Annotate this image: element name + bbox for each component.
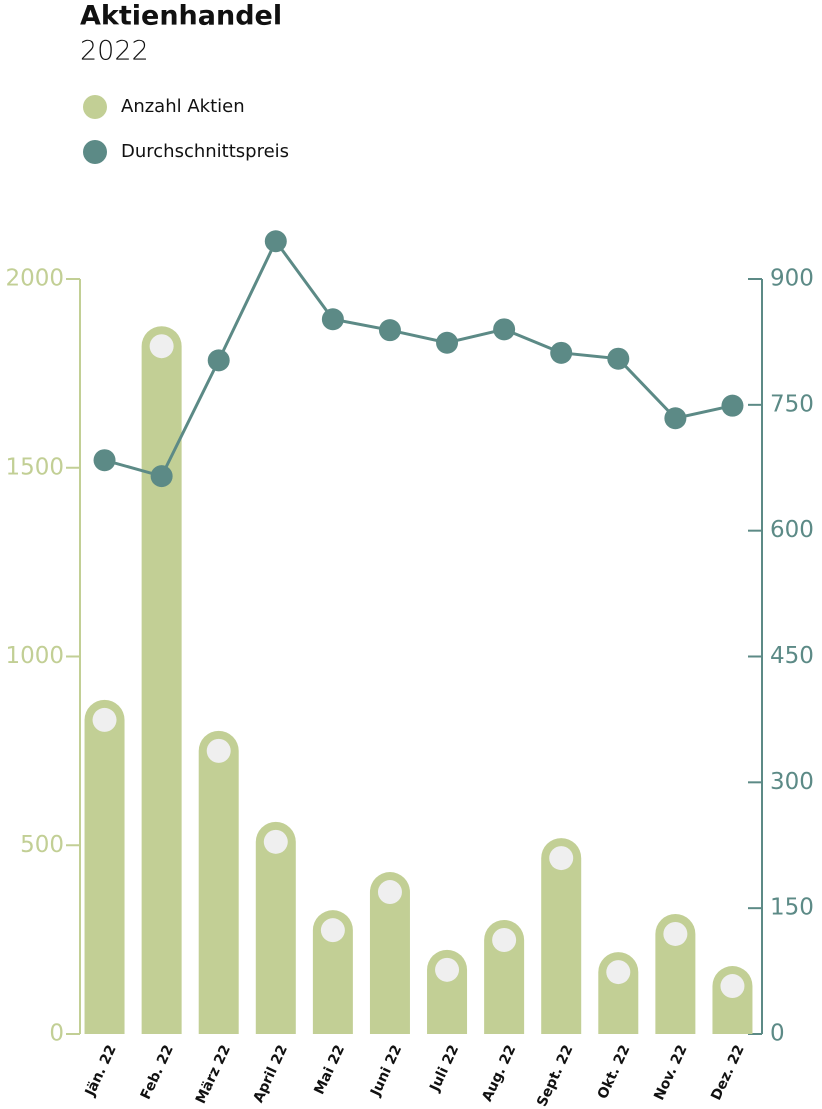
y2-tick-label: 900	[770, 266, 814, 292]
bar	[312, 910, 353, 1034]
legend-label: Durchschnittspreis	[121, 141, 289, 162]
x-tick-label: Nov. 22	[651, 1043, 690, 1103]
y-tick-label: 500	[20, 832, 64, 858]
bar-dot	[435, 957, 460, 982]
bar-dot	[206, 738, 231, 763]
legend-label: Anzahl Aktien	[121, 96, 245, 117]
chart-title: Aktienhandel	[80, 1, 282, 32]
bar-dot	[663, 921, 688, 946]
line-point	[721, 394, 744, 417]
line-point	[150, 465, 173, 488]
y-tick-label: 2000	[5, 266, 64, 292]
line-point	[264, 230, 287, 253]
bar	[484, 919, 525, 1034]
bar	[369, 872, 410, 1034]
x-tick-label: Dez. 22	[708, 1043, 747, 1103]
legend-swatch	[83, 140, 107, 164]
x-tick-label: Mai 22	[311, 1043, 348, 1097]
y-tick-label: 1000	[5, 643, 64, 669]
x-tick-label: Okt. 22	[595, 1043, 634, 1102]
line-point	[378, 319, 401, 342]
line-point	[207, 349, 230, 372]
bar-dot	[92, 707, 117, 732]
x-tick-label: Sept. 22	[534, 1043, 576, 1109]
y2-tick-label: 150	[770, 895, 814, 921]
y2-tick-label: 300	[770, 769, 814, 795]
bar	[655, 913, 696, 1034]
line-point	[664, 407, 687, 430]
bar	[141, 326, 182, 1034]
x-tick-label: Jän. 22	[82, 1043, 120, 1100]
bar-dot	[263, 829, 288, 854]
x-tick-label: Aug. 22	[479, 1043, 519, 1105]
y2-tick-label: 450	[770, 643, 814, 669]
y2-tick-label: 750	[770, 391, 814, 417]
bar	[255, 821, 296, 1034]
line-point	[436, 331, 459, 354]
line-point	[321, 308, 344, 331]
y2-tick-label: 0	[770, 1021, 785, 1047]
bar-dot	[320, 918, 345, 943]
line	[104, 238, 733, 478]
chart-subtitle: 2022	[80, 36, 149, 67]
y-tick-label: 1500	[5, 454, 64, 480]
x-tick-label: Feb. 22	[138, 1043, 177, 1102]
x-tick-label: Juli 22	[427, 1043, 463, 1095]
bar	[84, 699, 125, 1034]
bar-dot	[549, 846, 574, 871]
line-point	[607, 347, 630, 370]
y2-tick-label: 600	[770, 517, 814, 543]
bar-dot	[492, 927, 517, 952]
x-tick-label: April 22	[250, 1043, 291, 1106]
x-tick-label: März 22	[193, 1043, 234, 1107]
bar-dot	[720, 974, 745, 999]
line-point	[93, 449, 116, 472]
line-point	[493, 318, 516, 341]
x-tick-label: Juni 22	[367, 1043, 405, 1100]
bar	[541, 838, 582, 1034]
line-point	[550, 341, 573, 364]
bar-dot	[149, 334, 174, 359]
bar-dot	[606, 960, 631, 985]
legend-swatch	[83, 95, 107, 119]
bar-dot	[377, 880, 402, 905]
y-tick-label: 0	[49, 1021, 64, 1047]
bar	[198, 730, 239, 1034]
